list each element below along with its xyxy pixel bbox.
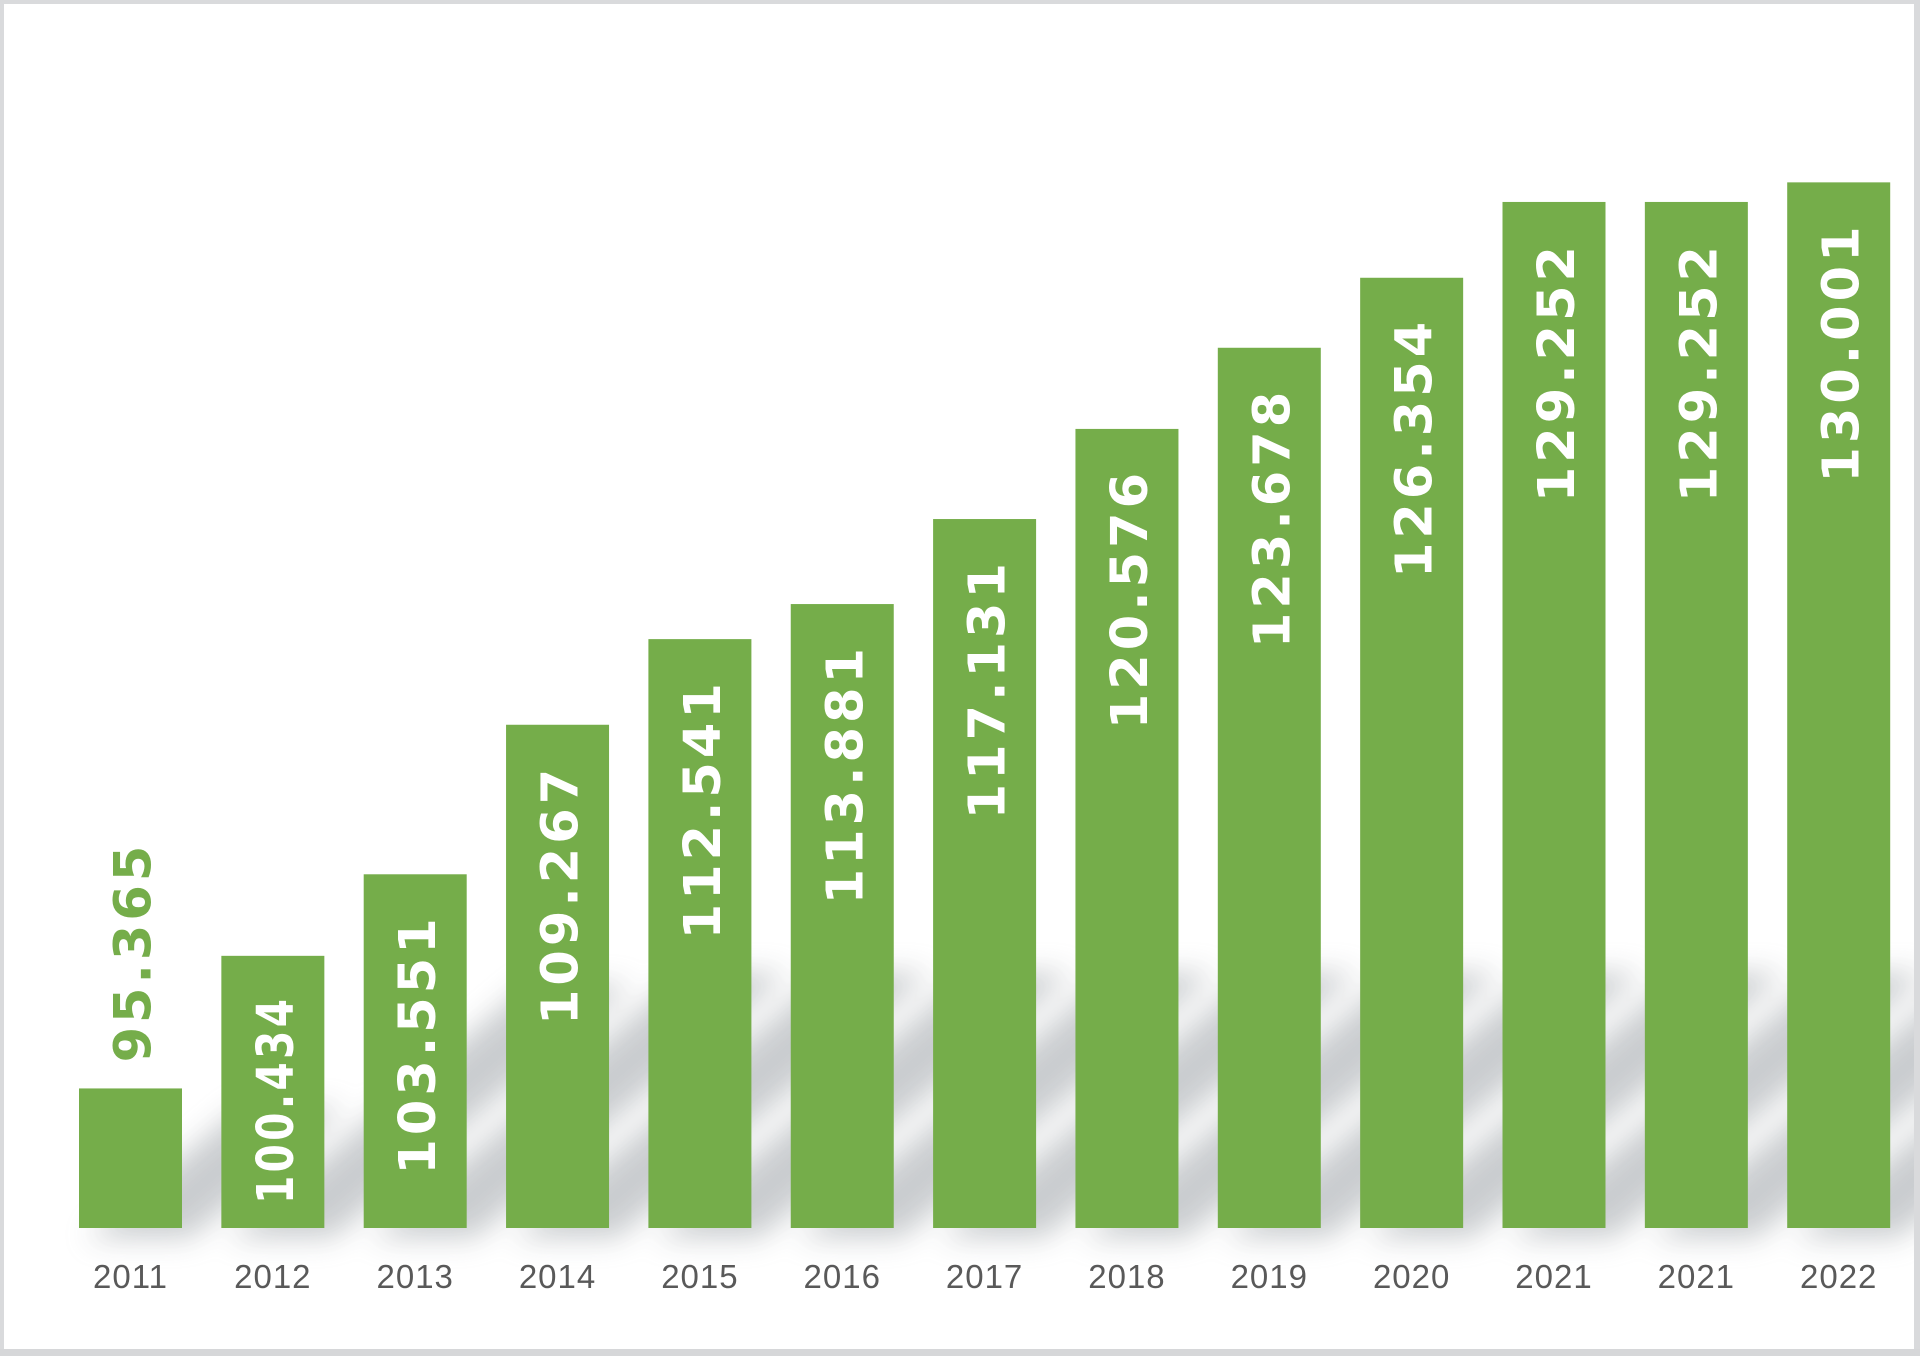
category-label: 2013 — [376, 1258, 453, 1295]
image-border-bottom — [0, 1349, 1920, 1356]
category-label: 2018 — [1088, 1258, 1165, 1295]
bar-value-label: 112.541 — [674, 679, 733, 939]
bar — [648, 639, 752, 1228]
bar-value-label: 109.267 — [532, 765, 591, 1025]
bar — [506, 724, 610, 1228]
category-label: 2016 — [804, 1258, 881, 1295]
bars-layer — [79, 182, 1891, 1228]
bar-value-label: 123.678 — [1243, 388, 1302, 648]
bar — [221, 955, 325, 1228]
category-label: 2019 — [1231, 1258, 1308, 1295]
category-label: 2017 — [946, 1258, 1023, 1295]
image-border-left — [0, 0, 4, 1356]
bar-value-label: 130.001 — [1813, 222, 1872, 482]
bar-value-label: 95.365 — [105, 842, 164, 1063]
value-labels-layer: 95.365 100.434 103.551 109.267 112.541 113.88… — [105, 222, 1872, 1204]
category-labels-layer: 2011 2012 2013 2014 2015 2016 2017 2018 2019 2020… — [93, 1258, 1877, 1295]
bar — [363, 874, 467, 1228]
bar — [1217, 347, 1321, 1228]
image-border-right — [1914, 0, 1920, 1356]
bar — [1075, 428, 1179, 1228]
bar-value-label: 103.551 — [389, 914, 448, 1174]
category-label: 2021 — [1515, 1258, 1592, 1295]
category-label: 2012 — [234, 1258, 311, 1295]
category-label: 2014 — [519, 1258, 596, 1295]
bar — [79, 1088, 182, 1228]
bar — [790, 604, 894, 1228]
bar-value-label: 117.131 — [959, 559, 1018, 819]
image-border-top — [0, 0, 1920, 4]
bar-value-label: 120.576 — [1101, 469, 1160, 729]
category-label: 2021 — [1658, 1258, 1735, 1295]
bar — [1502, 201, 1606, 1228]
bar — [933, 519, 1037, 1228]
bar-value-label: 129.252 — [1528, 242, 1587, 502]
bar — [1360, 277, 1464, 1228]
bar-value-label: 126.354 — [1386, 318, 1445, 578]
bar — [1787, 182, 1891, 1228]
category-label: 2020 — [1373, 1258, 1450, 1295]
bar-value-label: 100.434 — [245, 996, 305, 1204]
category-label: 2022 — [1800, 1258, 1877, 1295]
category-label: 2015 — [661, 1258, 738, 1295]
category-label: 2011 — [93, 1258, 168, 1295]
bar-value-label: 129.252 — [1670, 242, 1729, 502]
bar-value-label: 113.881 — [816, 644, 875, 904]
bar — [1644, 201, 1748, 1228]
